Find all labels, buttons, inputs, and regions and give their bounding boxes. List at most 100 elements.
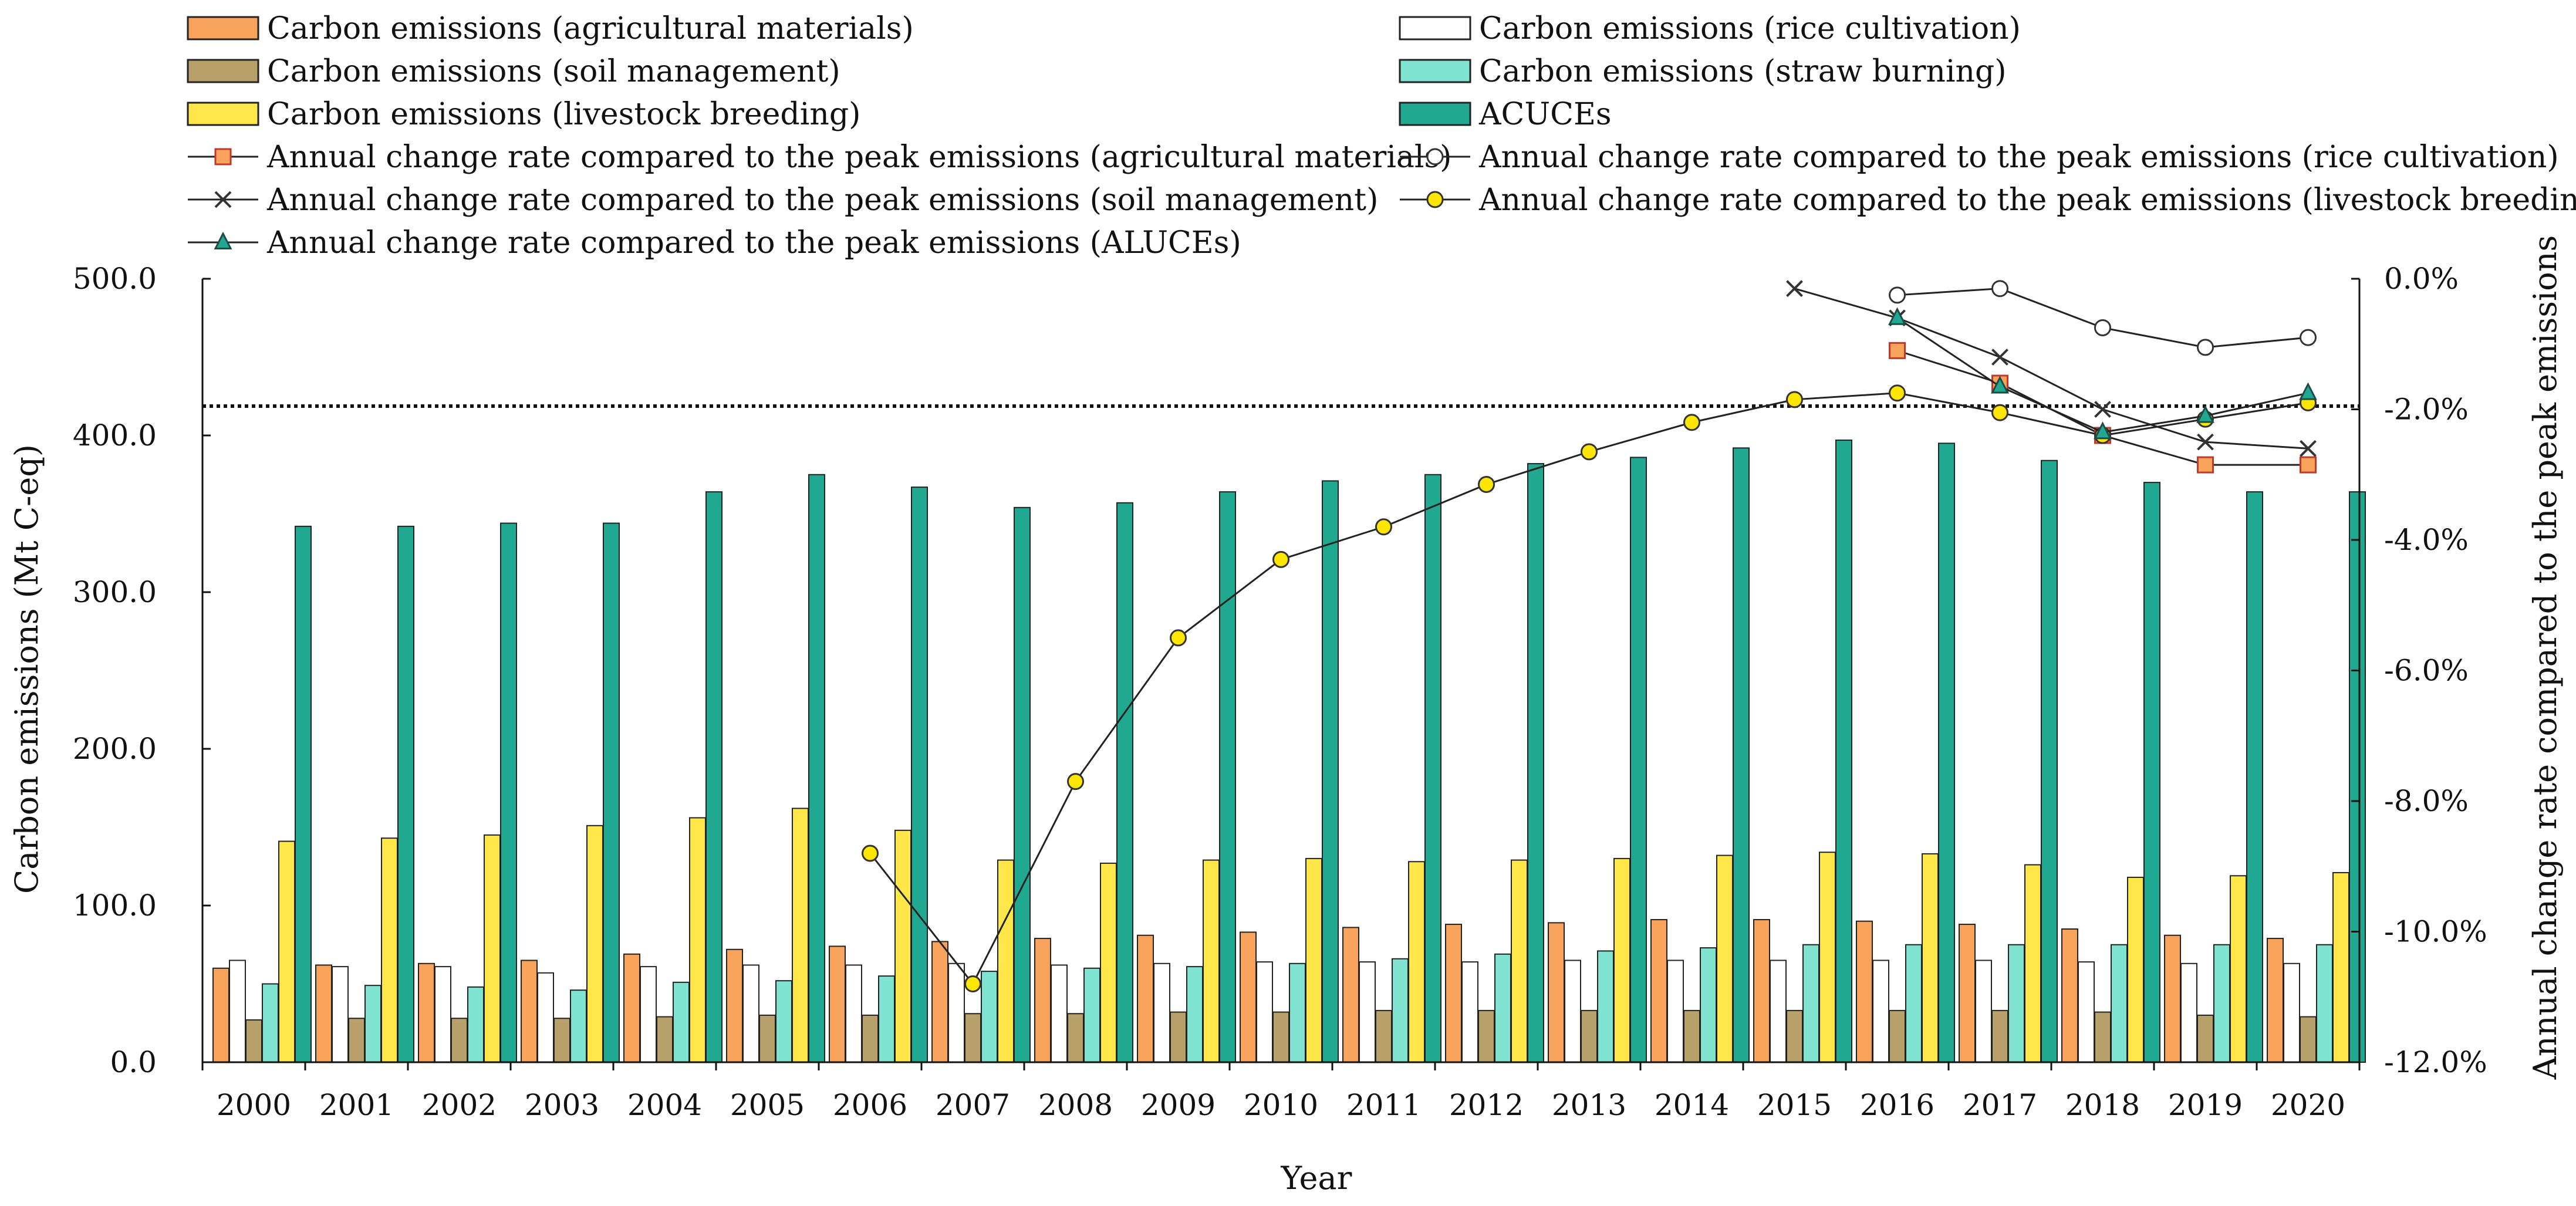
- x-tick-label: 2018: [2065, 1088, 2140, 1122]
- x-tick-label: 2014: [1655, 1088, 1729, 1122]
- y-tick-label: 500.0: [73, 262, 157, 296]
- bar: [2316, 944, 2333, 1063]
- rate-point: [1683, 414, 1700, 431]
- rate-point: [1889, 342, 1906, 359]
- bar: [1408, 861, 1425, 1063]
- legend-swatch: [1399, 102, 1471, 126]
- bar: [1527, 463, 1544, 1063]
- bar: [2111, 944, 2128, 1063]
- bar: [1700, 947, 1717, 1063]
- bar: [1240, 931, 1257, 1063]
- bar: [2008, 944, 2025, 1063]
- bar: [1034, 938, 1051, 1063]
- x-tick-label: 2012: [1449, 1088, 1524, 1122]
- x-tick-label: 2004: [627, 1088, 702, 1122]
- legend-label: Annual change rate compared to the peak …: [266, 140, 1451, 175]
- rate-point: [1067, 773, 1084, 791]
- rate-point: [1991, 404, 2008, 421]
- bar: [911, 487, 928, 1063]
- x-tick-label: 2002: [422, 1088, 497, 1122]
- bar: [1067, 1013, 1084, 1063]
- bar: [2164, 934, 2181, 1063]
- bar: [1938, 442, 1955, 1063]
- bar: [2246, 491, 2263, 1063]
- legend-label: Carbon emissions (livestock breeding): [267, 97, 860, 132]
- x-tick-label: 2003: [525, 1088, 599, 1122]
- bar: [1203, 859, 1220, 1063]
- bar: [1478, 1009, 1495, 1063]
- bar: [2078, 961, 2095, 1063]
- bar: [1581, 1009, 1598, 1063]
- bar: [878, 975, 895, 1063]
- y2-tick-label: -2.0%: [2384, 393, 2469, 427]
- legend-label: Carbon emissions (soil management): [267, 54, 840, 89]
- legend-label: Carbon emissions (agricultural materials…: [267, 11, 914, 46]
- bar: [1922, 853, 1939, 1063]
- bar: [1445, 924, 1462, 1063]
- x-tick-label: 2007: [936, 1088, 1010, 1122]
- rate-point: [862, 844, 879, 862]
- rate-point: [1889, 384, 1906, 402]
- bar: [1753, 919, 1770, 1063]
- x-tick-label: 2019: [2168, 1088, 2243, 1122]
- y-tick-label: 100.0: [73, 889, 157, 923]
- rate-point: [2094, 421, 2112, 440]
- bar: [1342, 927, 1359, 1063]
- bar: [1733, 447, 1750, 1063]
- bar: [981, 971, 998, 1063]
- bar: [1051, 964, 1068, 1063]
- bar: [1153, 962, 1170, 1063]
- bar: [1597, 950, 1614, 1063]
- bar: [1856, 920, 1873, 1063]
- legend-swatch: [187, 16, 259, 40]
- legend-label: Annual change rate compared to the peak …: [266, 183, 1378, 218]
- bar: [586, 825, 603, 1063]
- bar: [1219, 491, 1236, 1063]
- rate-line: [869, 392, 2308, 986]
- bar: [2267, 938, 2284, 1063]
- x-tick-label: 2020: [2271, 1088, 2345, 1122]
- rate-point: [2197, 433, 2214, 451]
- rate-point: [1991, 280, 2008, 298]
- bar: [348, 1018, 365, 1063]
- legend-marker: [214, 191, 232, 208]
- bar: [2197, 1014, 2214, 1063]
- bar: [364, 985, 381, 1063]
- bar: [2332, 871, 2349, 1063]
- bar: [537, 972, 554, 1063]
- bar: [1683, 1009, 1700, 1063]
- bar: [2024, 864, 2041, 1063]
- bar: [862, 1014, 879, 1063]
- bar: [434, 966, 451, 1063]
- bar: [964, 1013, 981, 1063]
- bar: [500, 522, 517, 1063]
- bar: [742, 964, 759, 1063]
- y-tick-label: 200.0: [73, 732, 157, 766]
- bar: [792, 808, 809, 1063]
- bar: [381, 837, 398, 1063]
- marker-stroke: [2094, 401, 2111, 418]
- rate-point: [2197, 339, 2214, 356]
- bar: [2061, 928, 2078, 1063]
- y-axis-title: Carbon emissions (Mt C-eq): [8, 444, 45, 894]
- bar: [1305, 857, 1322, 1063]
- y2-tick-label: -8.0%: [2384, 784, 2469, 818]
- legend-marker: [1426, 191, 1444, 208]
- marker-stroke: [2300, 440, 2317, 457]
- bar: [775, 980, 792, 1063]
- legend-swatch: [1399, 59, 1471, 83]
- x-tick-label: 2008: [1038, 1088, 1113, 1122]
- bar: [1272, 1011, 1289, 1063]
- y2-axis-title: Annual change rate compared to the peak …: [2527, 235, 2564, 1080]
- y2-tick-label: -6.0%: [2384, 654, 2469, 688]
- rate-line: [1794, 288, 2308, 450]
- rate-point: [1786, 280, 1803, 298]
- bar: [1819, 852, 1836, 1063]
- bar: [2127, 876, 2144, 1063]
- bar: [894, 829, 911, 1063]
- bar: [521, 960, 538, 1063]
- bar: [689, 817, 706, 1063]
- x-tick-label: 2015: [1757, 1088, 1832, 1122]
- bar: [1802, 944, 1819, 1063]
